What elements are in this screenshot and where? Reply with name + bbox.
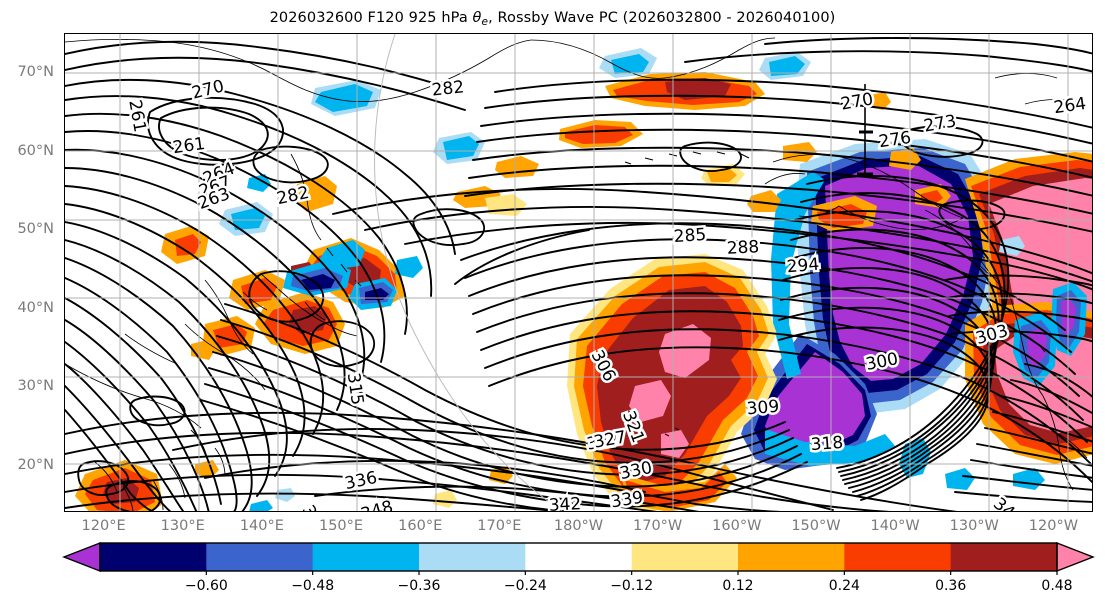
svg-text:285: 285: [673, 225, 707, 247]
contour-label: 345: [298, 502, 331, 512]
y-tick-label: 30°N: [17, 378, 54, 395]
x-tick-label: 170°E: [477, 518, 522, 534]
theta-e-contours: [65, 37, 1092, 511]
colorbar-band: [844, 543, 952, 571]
colorbar-outline: [99, 542, 1058, 572]
svg-text:264: 264: [1053, 94, 1088, 118]
map-plot-area: 270 270 261 261 261 261 264 264 267 267 263 263 282 2…: [64, 33, 1093, 512]
contour-label: 339: [609, 488, 644, 512]
contour-label: 285: [673, 225, 707, 247]
dateline-marker: [857, 84, 873, 176]
colorbar-band: [525, 543, 633, 571]
x-tick-label: 130°E: [160, 518, 205, 534]
y-tick-label: 40°N: [17, 299, 54, 316]
map-gridlines: [65, 34, 1092, 511]
x-tick-label: 140°W: [870, 518, 920, 534]
theta-subscript: e: [481, 16, 489, 28]
contour-label: 261: [172, 134, 207, 158]
svg-text:339: 339: [609, 488, 644, 512]
x-tick-label: 140°E: [239, 518, 284, 534]
colorbar-band: [312, 543, 420, 571]
colorbar-under-arrow: [62, 541, 101, 573]
colorbar-tick-label: 0.36: [935, 578, 967, 594]
colorbar-tick-label: −0.36: [397, 578, 441, 594]
contour-label: 318: [810, 433, 844, 455]
x-tick-label: 130°W: [949, 518, 999, 534]
x-tick-label: 160°E: [398, 518, 443, 534]
svg-text:294: 294: [786, 255, 820, 278]
map-canvas: 2702702612612612612642642672672632632822…: [65, 34, 1092, 512]
title-middle: , Rossby Wave PC (: [488, 10, 629, 26]
svg-text:288: 288: [726, 237, 759, 259]
colorbar-band: [419, 543, 526, 571]
colorbar-band: [738, 543, 845, 571]
svg-text:318: 318: [810, 433, 844, 455]
colorbar-tick-label: −0.60: [184, 578, 228, 594]
contour-label: 264: [1053, 94, 1088, 118]
y-tick-label: 20°N: [17, 456, 54, 473]
colorbar-over-arrow: [1056, 541, 1095, 573]
colorbar-band: [206, 543, 314, 571]
x-tick-label: 150°E: [318, 518, 364, 534]
theta-symbol: θ: [472, 10, 482, 26]
contour-label: 315: [343, 372, 367, 407]
colorbar-tick-label: −0.24: [503, 578, 547, 594]
x-tick-label: 180°W: [553, 518, 604, 534]
colorbar-tick-label: −0.48: [291, 578, 335, 594]
contour-label: 309: [746, 397, 780, 420]
x-tick-label: 150°W: [791, 518, 841, 534]
colorbar-tick-label: 0.24: [828, 578, 860, 594]
y-tick-label: 50°N: [17, 221, 54, 238]
colorbar-tick-label: 0.48: [1041, 578, 1073, 594]
y-tick-label: 60°N: [17, 142, 54, 159]
colorbar-band: [631, 543, 739, 571]
colorbar-tick-label: 0.12: [722, 578, 754, 594]
colorbar-swatches[interactable]: [0, 541, 1105, 575]
colorbar-band: [100, 543, 207, 571]
contour-label: 282: [431, 77, 465, 100]
colorbar[interactable]: [0, 541, 1105, 575]
colorbar-tick-label: −0.12: [610, 578, 654, 594]
x-tick-label: 120°E: [81, 518, 126, 534]
colorbar-band: [950, 543, 1058, 571]
y-tick-label: 70°N: [17, 64, 54, 81]
title-prefix: 2026032600 F120 925 hPa: [269, 10, 473, 26]
svg-text:345: 345: [298, 502, 331, 512]
x-tick-label: 120°W: [1028, 518, 1079, 534]
contour-label: 276: [878, 128, 913, 152]
x-tick-label: 170°W: [633, 518, 683, 534]
svg-text:342: 342: [548, 494, 581, 512]
chart-title: 2026032600 F120 925 hPa θe, Rossby Wave …: [0, 10, 1105, 28]
x-tick-label: 160°W: [712, 518, 762, 534]
contour-label: 342: [548, 494, 581, 512]
contour-labels: 2702702612612612612642642672672632632822…: [122, 74, 1090, 512]
contour-label: 288: [726, 237, 759, 259]
title-period: 2026032800 - 2026040100): [628, 10, 836, 26]
contour-label: 294: [786, 255, 820, 278]
